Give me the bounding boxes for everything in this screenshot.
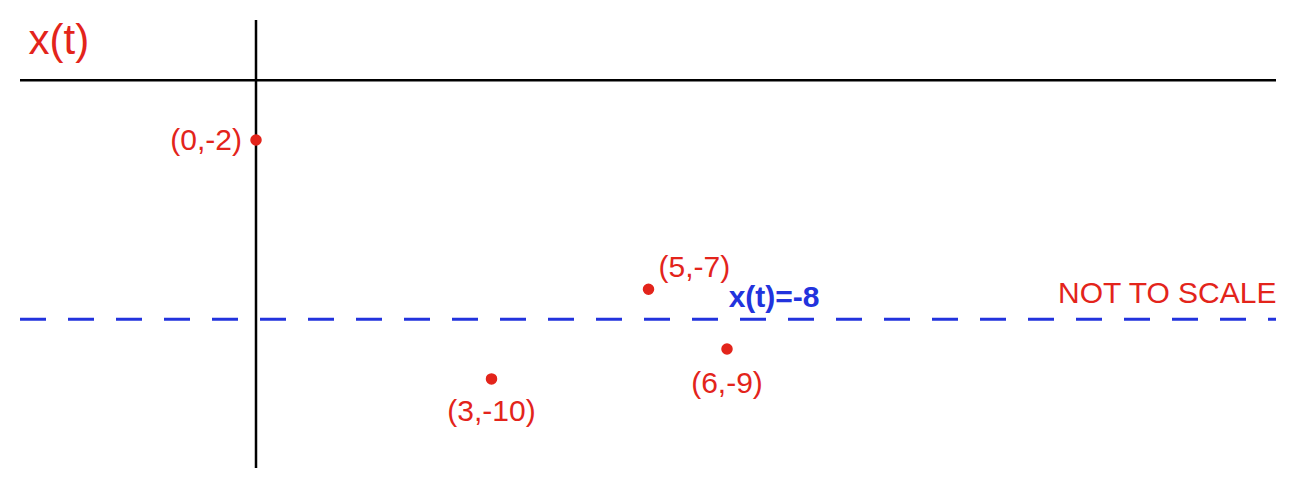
svg-text:(5,-7): (5,-7) <box>659 250 731 283</box>
svg-text:x(t): x(t) <box>29 16 90 63</box>
svg-text:x(t)=-8: x(t)=-8 <box>729 280 820 313</box>
svg-text:NOT TO SCALE: NOT TO SCALE <box>1058 276 1276 309</box>
svg-text:(0,-2): (0,-2) <box>170 123 242 156</box>
svg-text:(3,-10): (3,-10) <box>447 394 535 427</box>
svg-text:(6,-9): (6,-9) <box>691 366 763 399</box>
